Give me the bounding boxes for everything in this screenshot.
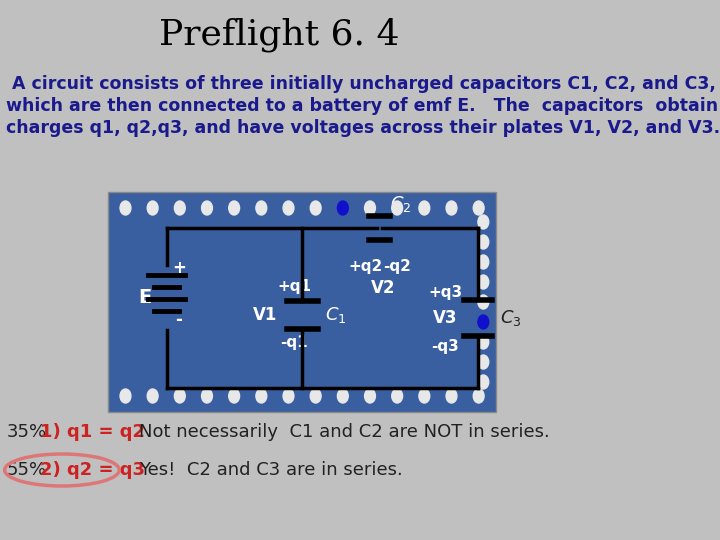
Text: E: E	[138, 288, 151, 307]
Circle shape	[364, 389, 375, 403]
Circle shape	[478, 275, 489, 289]
Text: Yes!  C2 and C3 are in series.: Yes! C2 and C3 are in series.	[140, 461, 403, 479]
Text: -q1: -q1	[281, 335, 308, 350]
Circle shape	[478, 215, 489, 229]
Circle shape	[478, 295, 489, 309]
Circle shape	[478, 375, 489, 389]
Text: which are then connected to a battery of emf E.   The  capacitors  obtain: which are then connected to a battery of…	[6, 97, 719, 115]
Text: 55%: 55%	[6, 461, 46, 479]
Circle shape	[174, 389, 185, 403]
Text: $C_1$: $C_1$	[325, 305, 347, 325]
Circle shape	[229, 389, 240, 403]
Circle shape	[202, 201, 212, 215]
Circle shape	[392, 389, 402, 403]
Text: +q1: +q1	[277, 280, 311, 294]
Circle shape	[473, 389, 484, 403]
Text: 1) q1 = q2: 1) q1 = q2	[40, 423, 145, 441]
Text: -: -	[176, 311, 182, 329]
Circle shape	[229, 201, 240, 215]
Text: -q3: -q3	[431, 339, 459, 354]
Text: V2: V2	[371, 279, 396, 297]
Circle shape	[478, 335, 489, 349]
Text: 2) q2 = q3: 2) q2 = q3	[40, 461, 145, 479]
Circle shape	[256, 389, 266, 403]
Text: V3: V3	[433, 309, 458, 327]
Circle shape	[120, 201, 131, 215]
Text: +: +	[172, 259, 186, 277]
Circle shape	[174, 201, 185, 215]
Circle shape	[310, 201, 321, 215]
Text: $C_2$: $C_2$	[390, 194, 412, 214]
Circle shape	[147, 389, 158, 403]
Circle shape	[446, 201, 457, 215]
Text: charges q1, q2,q3, and have voltages across their plates V1, V2, and V3.: charges q1, q2,q3, and have voltages acr…	[6, 119, 720, 137]
Circle shape	[338, 201, 348, 215]
Circle shape	[310, 389, 321, 403]
Text: $C_3$: $C_3$	[500, 308, 522, 328]
Circle shape	[120, 389, 131, 403]
Bar	[109, 192, 495, 412]
Text: -q2: -q2	[382, 259, 410, 273]
Circle shape	[338, 389, 348, 403]
Circle shape	[364, 201, 375, 215]
Circle shape	[283, 389, 294, 403]
Circle shape	[478, 235, 489, 249]
Circle shape	[473, 201, 484, 215]
Circle shape	[283, 201, 294, 215]
Circle shape	[419, 201, 430, 215]
Text: V1: V1	[253, 306, 277, 324]
Circle shape	[392, 201, 402, 215]
Circle shape	[478, 315, 489, 329]
Circle shape	[147, 201, 158, 215]
Text: Not necessarily  C1 and C2 are NOT in series.: Not necessarily C1 and C2 are NOT in ser…	[140, 423, 550, 441]
Circle shape	[478, 355, 489, 369]
Text: 35%: 35%	[6, 423, 46, 441]
Text: A circuit consists of three initially uncharged capacitors C1, C2, and C3,: A circuit consists of three initially un…	[6, 75, 716, 93]
Text: Preflight 6. 4: Preflight 6. 4	[158, 18, 399, 52]
Text: +q2: +q2	[348, 259, 383, 273]
Circle shape	[202, 389, 212, 403]
Circle shape	[446, 389, 457, 403]
Circle shape	[419, 389, 430, 403]
Circle shape	[256, 201, 266, 215]
Circle shape	[478, 255, 489, 269]
Text: +q3: +q3	[428, 285, 462, 300]
